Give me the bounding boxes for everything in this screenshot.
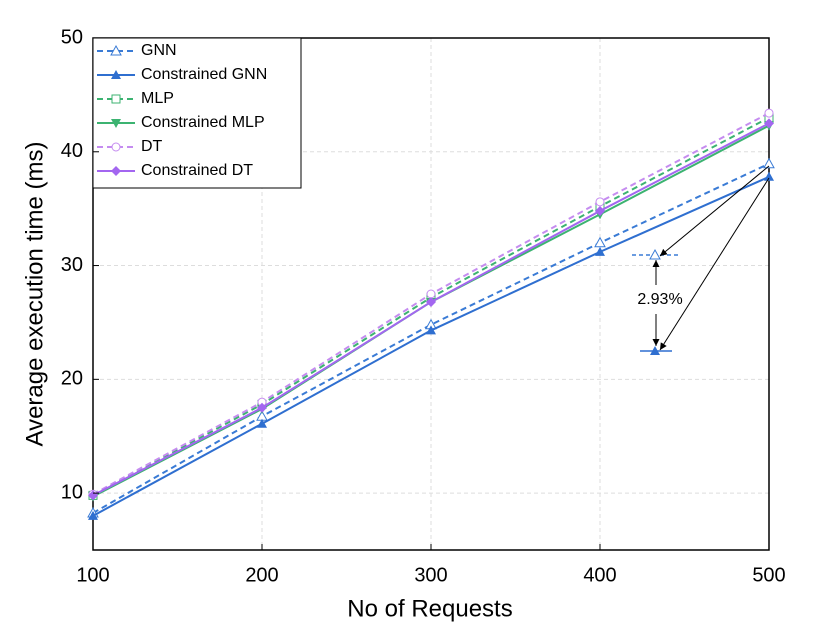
y-tick-label: 50 (61, 26, 83, 48)
legend-label: Constrained DT (141, 162, 253, 179)
y-tick-label: 30 (61, 254, 83, 276)
marker (764, 171, 774, 181)
annotation-arrow (659, 177, 770, 351)
marker (110, 44, 122, 56)
annotation-arrow (659, 165, 770, 257)
marker (763, 157, 775, 169)
x-axis-label: No of Requests (347, 595, 512, 622)
marker (594, 236, 606, 248)
annotation-text: 2.93% (637, 291, 682, 308)
y-tick-label: 20 (61, 368, 83, 390)
legend-label: DT (141, 138, 163, 155)
legend-label: Constrained GNN (141, 66, 267, 83)
marker (595, 205, 605, 216)
marker (595, 197, 605, 207)
x-tick-label: 100 (76, 564, 109, 586)
marker (426, 296, 436, 307)
annotation-marker (649, 248, 661, 260)
annotation: 2.93% (632, 165, 770, 355)
x-tick-label: 500 (752, 564, 785, 586)
marker (595, 246, 605, 256)
marker (111, 166, 121, 176)
marker (111, 119, 121, 128)
legend: GNN Constrained GNN MLP Constrained MLP DT Co… (92, 37, 302, 189)
marker (257, 402, 267, 413)
legend-label: Constrained MLP (141, 114, 265, 131)
marker (88, 510, 98, 520)
annotation-marker (650, 346, 660, 355)
marker (111, 70, 121, 79)
marker (111, 94, 121, 104)
marker (426, 289, 436, 299)
marker (764, 108, 774, 118)
marker (764, 118, 774, 129)
marker (257, 418, 267, 428)
x-tick-label: 300 (414, 564, 447, 586)
legend-label: GNN (141, 42, 177, 59)
y-tick-label: 10 (61, 481, 83, 503)
y-axis-label: Average execution time (ms) (21, 141, 48, 446)
marker (426, 325, 436, 335)
marker (111, 142, 121, 152)
y-tick-label: 40 (61, 140, 83, 162)
x-tick-label: 200 (245, 564, 278, 586)
legend-box (92, 37, 302, 189)
plot-area (87, 108, 775, 520)
legend-label: MLP (141, 90, 174, 107)
x-tick-label: 400 (583, 564, 616, 586)
